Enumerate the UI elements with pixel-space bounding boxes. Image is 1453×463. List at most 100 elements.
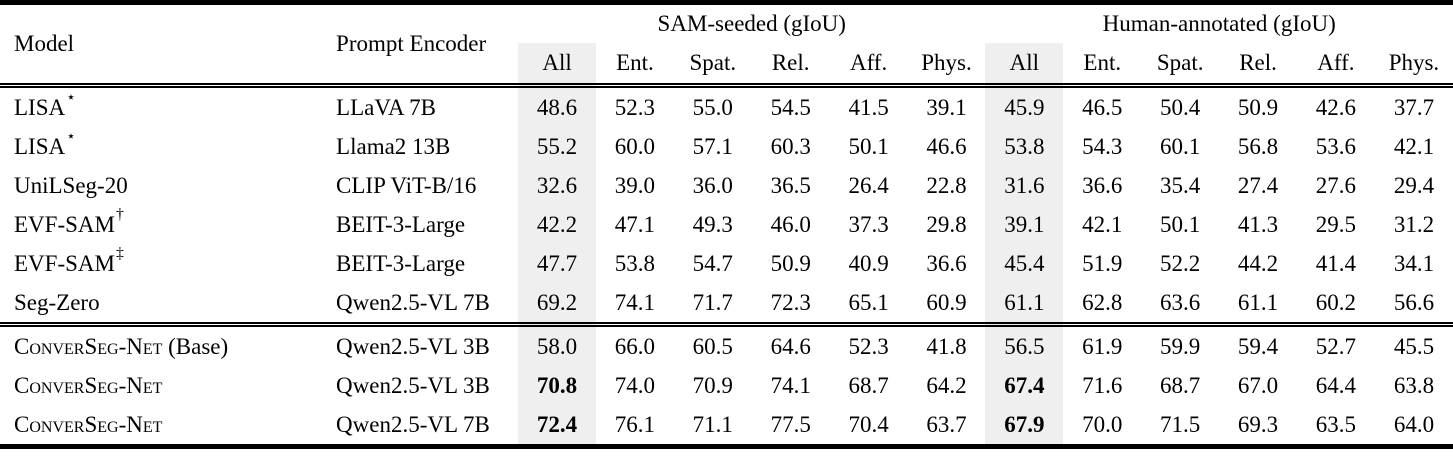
score-sam-all: 42.2 bbox=[518, 205, 596, 244]
table-row: EVF-SAM† BEIT-3-Large 42.2 47.1 49.3 46.0 37.3… bbox=[0, 205, 1453, 244]
score-sam-rel: 46.0 bbox=[770, 211, 811, 237]
score-sam-rel: 60.3 bbox=[770, 133, 811, 159]
score-sam-aff: 41.5 bbox=[848, 94, 889, 120]
score-sam-all: 47.7 bbox=[518, 244, 596, 283]
model-name-smallcaps: ConverSeg-Net bbox=[14, 372, 163, 398]
score-human-aff: 52.7 bbox=[1315, 333, 1357, 359]
score-human-all: 45.4 bbox=[985, 244, 1064, 283]
score-human-ent: 62.8 bbox=[1063, 283, 1142, 327]
score-sam-aff: 70.4 bbox=[848, 411, 889, 437]
col-header-rel-sam: Rel. bbox=[751, 43, 830, 88]
score-sam-ent: 74.1 bbox=[595, 283, 674, 327]
model-name: EVF-SAM† bbox=[14, 205, 124, 237]
score-sam-ent: 76.1 bbox=[614, 411, 656, 437]
col-header-spat-human: Spat. bbox=[1141, 43, 1220, 88]
score-sam-ent: 47.1 bbox=[614, 211, 656, 237]
score-sam-all: 72.4 bbox=[518, 405, 596, 447]
table-header: Model Prompt Encoder SAM-seeded (gIoU) H… bbox=[0, 2, 1453, 88]
score-human-ent: 51.9 bbox=[1082, 250, 1123, 276]
score-sam-rel: 50.9 bbox=[770, 250, 811, 276]
prompt-encoder: BEIT-3-Large bbox=[336, 211, 466, 237]
model-name: EVF-SAM‡ bbox=[14, 244, 124, 276]
score-human-spat: 60.1 bbox=[1160, 133, 1201, 159]
score-sam-aff: 52.3 bbox=[848, 333, 889, 359]
score-human-rel: 41.3 bbox=[1237, 211, 1279, 237]
col-header-ent-sam: Ent. bbox=[595, 43, 674, 88]
model-name: LISA⋆ bbox=[14, 127, 76, 159]
score-sam-spat: 71.7 bbox=[673, 283, 752, 327]
score-human-rel: 59.4 bbox=[1237, 333, 1279, 359]
subcolumn-header-row: All Ent. Spat. Rel. Aff. Phys. All Ent. Spat. Rel… bbox=[0, 43, 1453, 88]
score-human-all: 39.1 bbox=[985, 205, 1064, 244]
score-sam-phys: 63.7 bbox=[926, 411, 967, 437]
score-human-spat: 35.4 bbox=[1160, 172, 1201, 198]
prompt-encoder: Qwen2.5-VL 7B bbox=[322, 283, 519, 327]
group-header-human-annotated: Human-annotated (gIoU) bbox=[1102, 11, 1336, 36]
score-sam-rel: 54.5 bbox=[770, 94, 811, 120]
prompt-encoder: BEIT-3-Large bbox=[336, 250, 466, 276]
col-header-ent-human: Ent. bbox=[1063, 43, 1142, 88]
table-row: Seg-Zero Qwen2.5-VL 7B 69.2 74.1 71.7 72.3 65.… bbox=[0, 283, 1453, 327]
score-sam-all: 70.8 bbox=[518, 366, 596, 405]
score-human-spat: 63.6 bbox=[1141, 283, 1220, 327]
score-human-spat: 52.2 bbox=[1160, 250, 1201, 276]
score-sam-rel: 77.5 bbox=[770, 411, 811, 437]
score-sam-phys: 36.6 bbox=[926, 250, 967, 276]
model-superscript-marker: ⋆ bbox=[66, 88, 76, 106]
score-human-rel: 27.4 bbox=[1237, 172, 1279, 198]
score-sam-rel: 36.5 bbox=[770, 172, 811, 198]
score-sam-all: 55.2 bbox=[518, 127, 596, 166]
score-sam-spat: 60.5 bbox=[692, 333, 733, 359]
score-sam-ent: 66.0 bbox=[614, 333, 656, 359]
score-sam-spat: 54.7 bbox=[692, 250, 733, 276]
score-sam-aff: 26.4 bbox=[848, 172, 889, 198]
score-human-aff: 42.6 bbox=[1315, 94, 1357, 120]
score-human-all: 67.9 bbox=[985, 405, 1064, 447]
score-sam-aff: 37.3 bbox=[848, 211, 889, 237]
model-name: ConverSeg-Net bbox=[0, 366, 322, 405]
score-sam-phys: 39.1 bbox=[926, 94, 967, 120]
col-header-rel-human: Rel. bbox=[1219, 43, 1297, 88]
score-sam-aff: 68.7 bbox=[848, 372, 889, 398]
score-human-phys: 64.0 bbox=[1393, 411, 1435, 437]
score-human-phys: 31.2 bbox=[1393, 211, 1435, 237]
score-human-all: 31.6 bbox=[985, 166, 1064, 205]
score-human-aff: 41.4 bbox=[1315, 250, 1357, 276]
score-human-rel: 69.3 bbox=[1237, 411, 1279, 437]
score-human-phys: 63.8 bbox=[1393, 372, 1435, 398]
score-human-all: 56.5 bbox=[985, 324, 1064, 366]
score-human-ent: 36.6 bbox=[1082, 172, 1123, 198]
score-human-aff: 29.5 bbox=[1315, 211, 1357, 237]
score-sam-all: 69.2 bbox=[518, 283, 596, 327]
prompt-encoder: Llama2 13B bbox=[336, 133, 451, 159]
score-human-rel: 61.1 bbox=[1219, 283, 1297, 327]
col-header-spat-sam: Spat. bbox=[673, 43, 752, 88]
score-human-rel: 50.9 bbox=[1237, 94, 1279, 120]
score-sam-aff: 50.1 bbox=[848, 133, 889, 159]
score-human-rel: 67.0 bbox=[1237, 372, 1279, 398]
model-superscript-marker: † bbox=[115, 205, 124, 223]
model-name: UniLSeg-20 bbox=[14, 172, 128, 198]
group-header-row: Model Prompt Encoder SAM-seeded (gIoU) H… bbox=[0, 2, 1453, 88]
score-sam-rel: 72.3 bbox=[751, 283, 830, 327]
table-row: UniLSeg-20 CLIP ViT-B/16 32.6 39.0 36.0 36.5 2… bbox=[0, 166, 1453, 205]
score-sam-ent: 52.3 bbox=[614, 94, 656, 120]
col-header-all-human: All bbox=[985, 43, 1064, 88]
model-name: ConverSeg-Net (Base) bbox=[0, 325, 322, 367]
model-name: Seg-Zero bbox=[0, 283, 323, 327]
col-header-aff-human: Aff. bbox=[1296, 43, 1375, 88]
score-human-spat: 71.5 bbox=[1160, 411, 1201, 437]
score-human-phys: 45.5 bbox=[1393, 333, 1435, 359]
score-human-all: 61.1 bbox=[985, 283, 1064, 327]
baselines-section: LISA⋆ LLaVA 7B 48.6 52.3 55.0 54.5 41.5 39.1 45.… bbox=[0, 85, 1453, 327]
score-sam-phys: 64.2 bbox=[926, 372, 967, 398]
score-human-all: 53.8 bbox=[985, 127, 1064, 166]
score-human-ent: 42.1 bbox=[1082, 211, 1123, 237]
prompt-encoder: Qwen2.5-VL 3B bbox=[336, 372, 490, 398]
col-header-all-sam: All bbox=[518, 43, 596, 88]
score-sam-ent: 60.0 bbox=[614, 133, 656, 159]
score-sam-ent: 53.8 bbox=[614, 250, 656, 276]
score-human-phys: 34.1 bbox=[1393, 250, 1435, 276]
score-sam-phys: 22.8 bbox=[926, 172, 967, 198]
score-human-ent: 61.9 bbox=[1082, 333, 1123, 359]
